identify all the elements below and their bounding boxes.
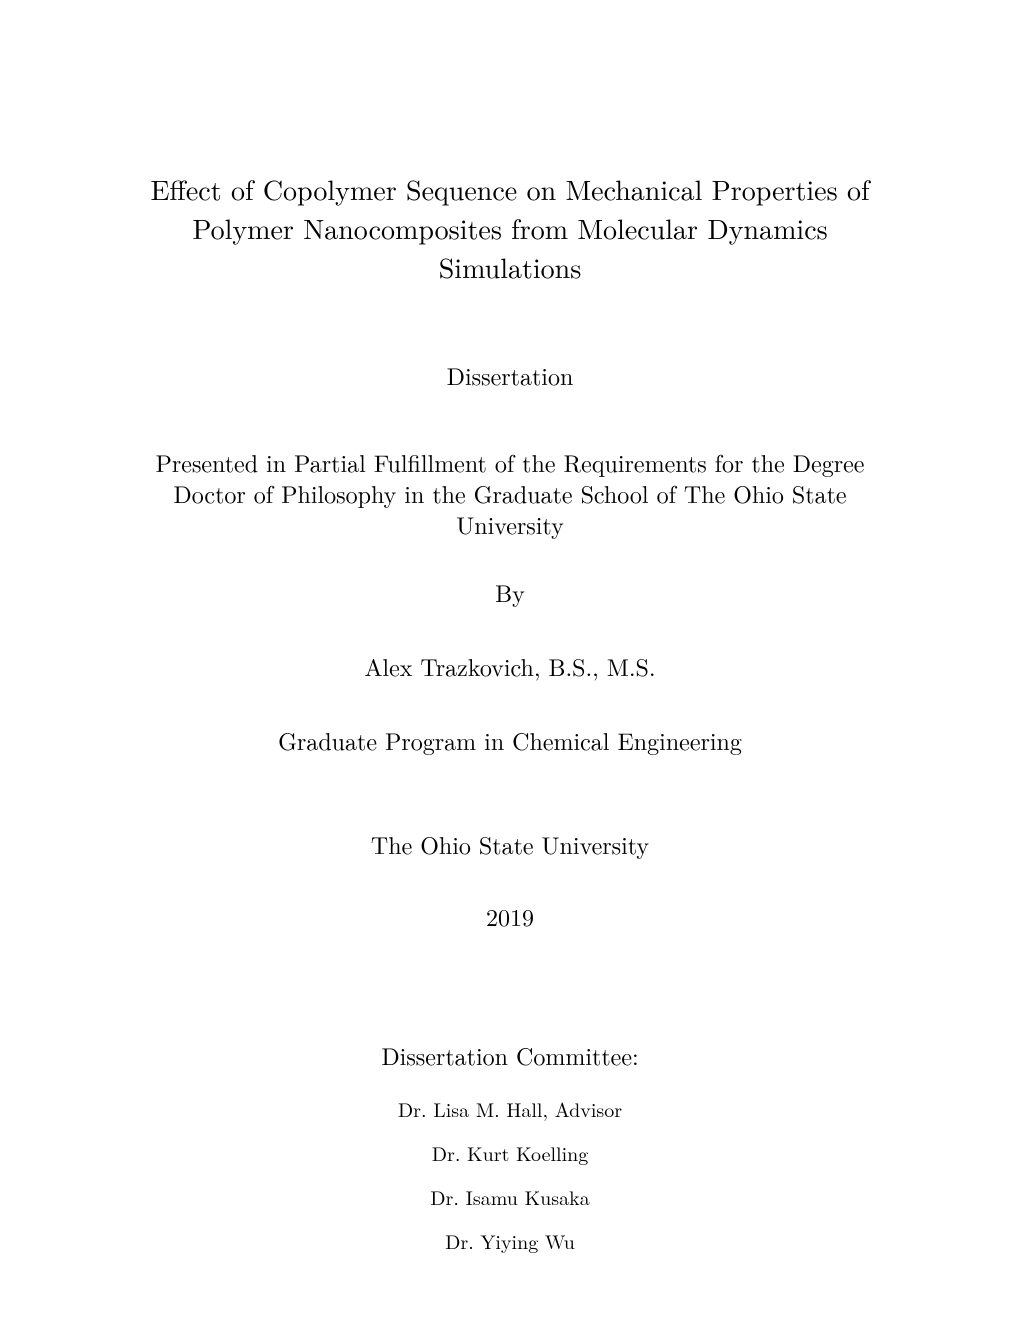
committee-member: Dr. Kurt Koelling [150, 1138, 870, 1167]
university-name: The Ohio State University [150, 827, 870, 861]
author-name: Alex Trazkovich, B.S., M.S. [150, 649, 870, 683]
by-label: By [150, 575, 870, 609]
year: 2019 [150, 899, 870, 933]
committee-member: Dr. Isamu Kusaka [150, 1182, 870, 1211]
document-type: Dissertation [150, 358, 870, 392]
fulfillment-statement: Presented in Partial Fulfillment of the … [150, 447, 870, 541]
committee-member: Dr. Lisa M. Hall, Advisor [150, 1094, 870, 1123]
graduate-program: Graduate Program in Chemical Engineering [150, 723, 870, 757]
committee-heading: Dissertation Committee: [150, 1038, 870, 1072]
dissertation-title: Effect of Copolymer Sequence on Mechanic… [150, 170, 870, 288]
committee-member: Dr. Yiying Wu [150, 1226, 870, 1255]
